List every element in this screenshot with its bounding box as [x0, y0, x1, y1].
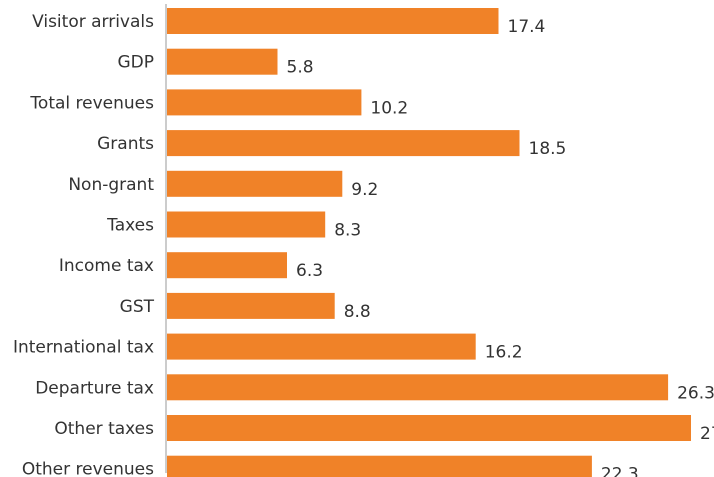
category-label: Total revenues — [29, 93, 154, 113]
value-label: 5.8 — [287, 58, 314, 78]
value-label: 10.2 — [370, 98, 408, 118]
bar-gdp — [167, 48, 278, 75]
bar-total-revenues — [167, 89, 362, 116]
value-label: 16.2 — [485, 343, 523, 363]
value-label: 26.3 — [677, 383, 714, 403]
bar-visitor-arrivals — [167, 8, 499, 34]
value-label: 8.8 — [344, 302, 371, 322]
category-label: Departure tax — [35, 378, 154, 398]
bar-international-tax — [167, 333, 476, 360]
category-label: Other revenues — [22, 460, 154, 477]
category-label: Other taxes — [54, 419, 154, 439]
value-label: 22.3 — [601, 465, 639, 477]
category-label: Taxes — [106, 216, 154, 236]
bar-other-taxes — [167, 415, 691, 441]
bar-taxes — [167, 211, 326, 238]
bar-departure-tax — [167, 374, 669, 401]
category-label: Non-grant — [68, 175, 154, 195]
value-label: 27.5 — [700, 424, 714, 444]
bar-grants — [167, 130, 520, 157]
bar-gst — [167, 292, 335, 319]
category-label: Income tax — [59, 256, 154, 276]
value-label: 8.3 — [334, 221, 361, 241]
bar-non-grant — [167, 170, 343, 197]
category-label: GST — [120, 297, 155, 317]
value-label: 18.5 — [529, 139, 567, 159]
category-label: Grants — [97, 134, 154, 154]
value-label: 17.4 — [508, 17, 546, 37]
category-label: Visitor arrivals — [32, 12, 154, 32]
bar-other-revenues — [167, 455, 592, 477]
value-label: 6.3 — [296, 261, 323, 281]
value-label: 9.2 — [351, 180, 378, 200]
category-label: International tax — [13, 338, 154, 358]
bar-income-tax — [167, 252, 287, 279]
category-label: GDP — [117, 53, 154, 73]
